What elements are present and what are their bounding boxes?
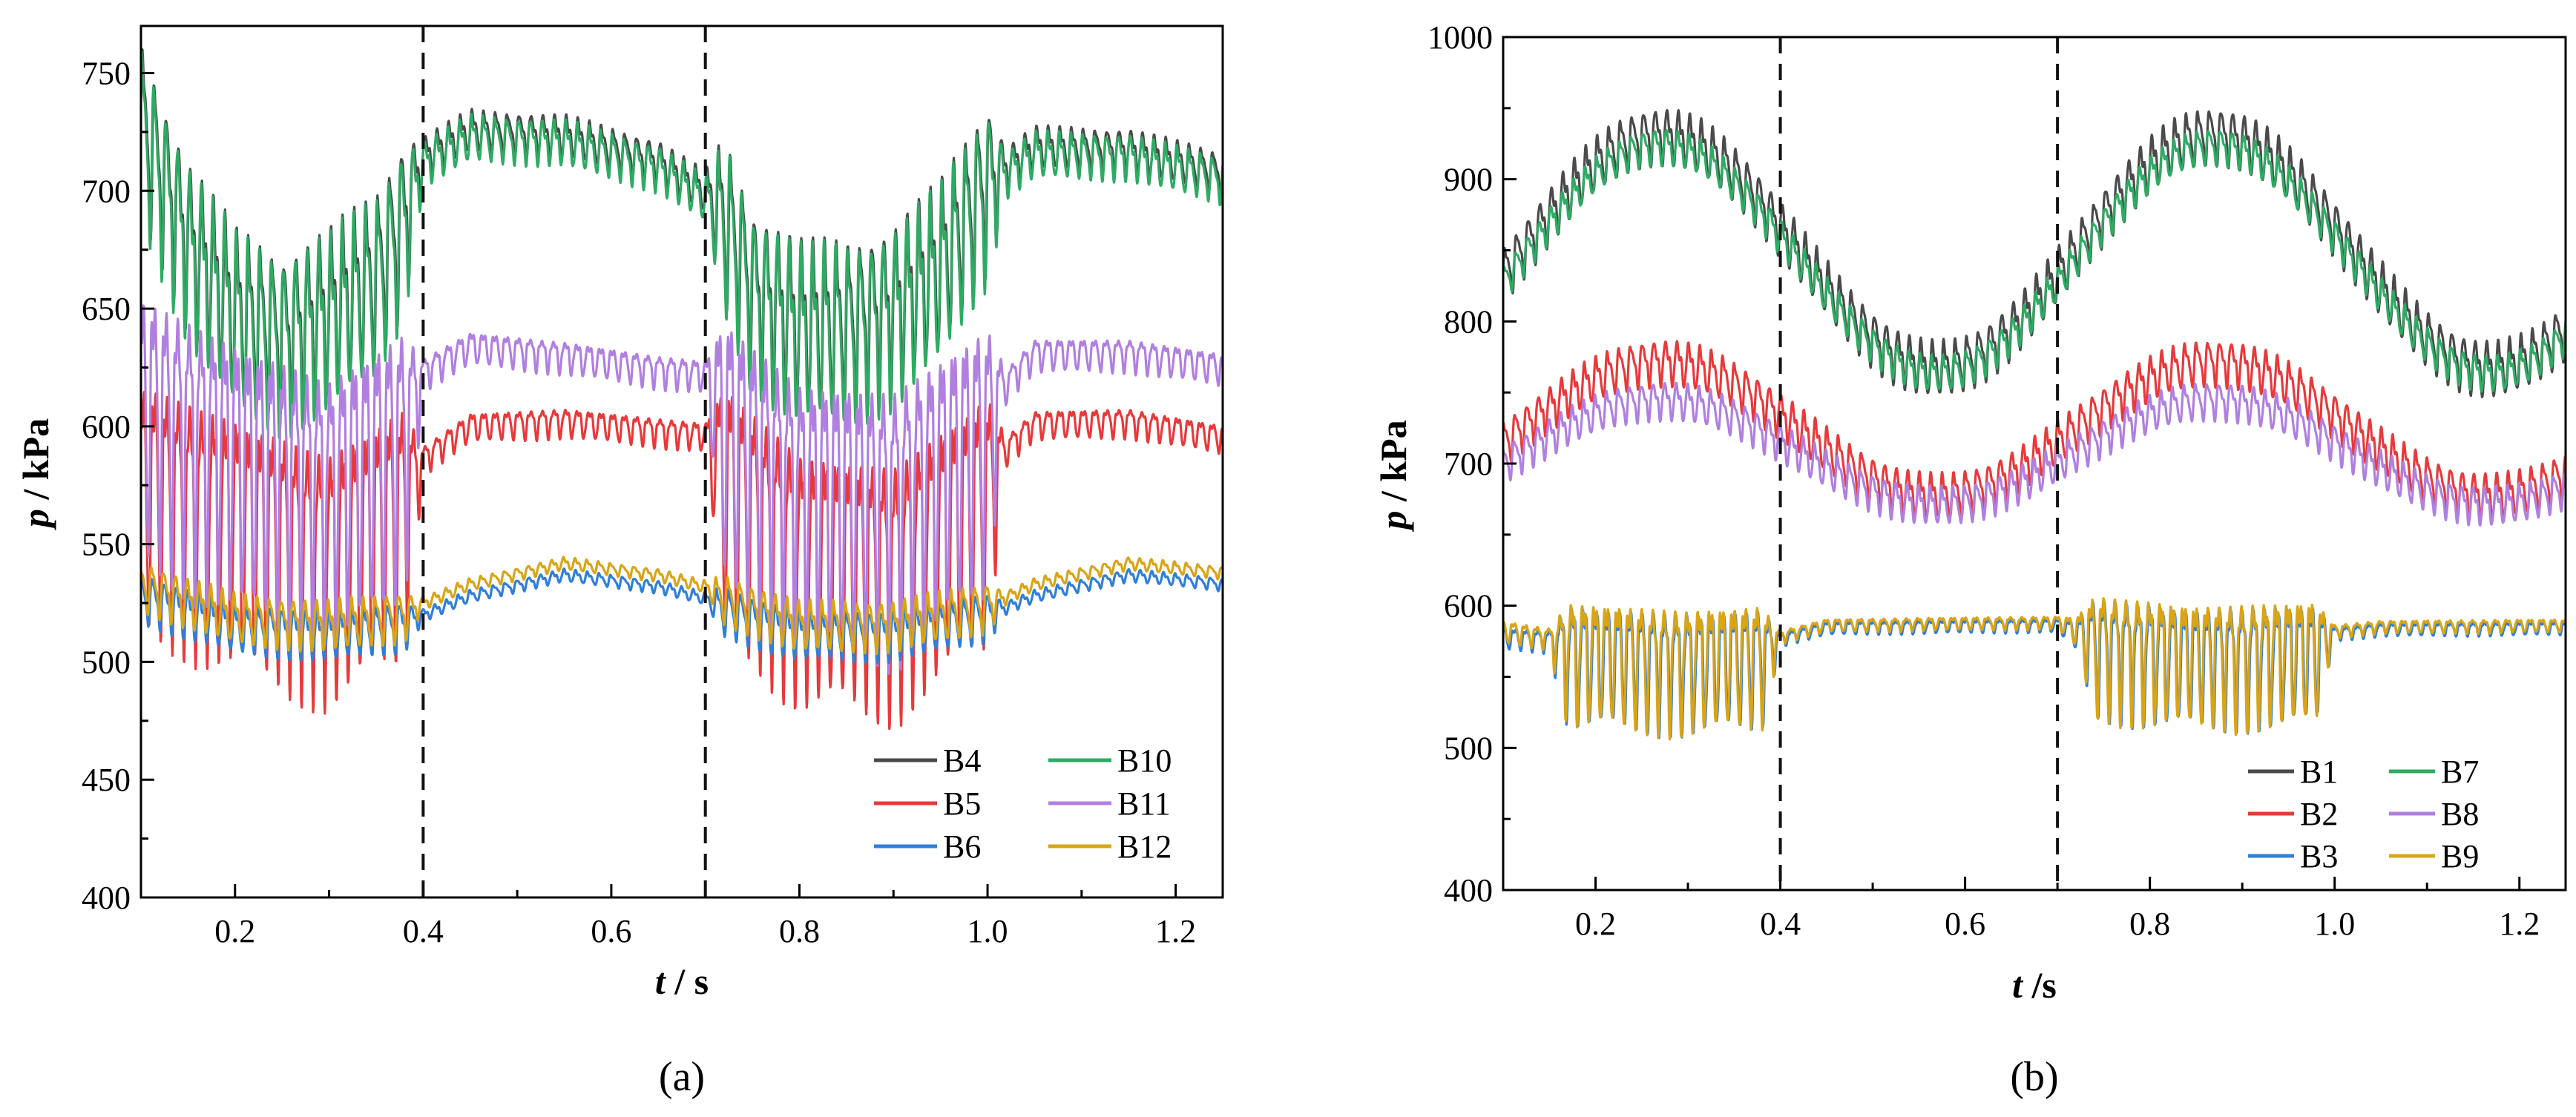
- panel-b-vlines: [1778, 37, 2060, 890]
- x-tick-label: 0.2: [214, 913, 255, 949]
- x-tick-label: 1.0: [2314, 906, 2355, 942]
- y-tick-label: 550: [82, 527, 131, 563]
- panel-b: 0.2 0.4 0.6 0.8 1.0 1.2 400 500 600 700 800 900 1000…: [1373, 19, 2567, 1100]
- x-tick-label: 1.2: [1155, 913, 1196, 949]
- panel-a-label: (a): [659, 1054, 705, 1100]
- y-tick-label: 400: [82, 880, 131, 916]
- y-tick-label: 600: [82, 409, 131, 445]
- panel-a-series: [141, 48, 1223, 731]
- series-line-b11: [141, 304, 1223, 675]
- y-tick-label: 650: [82, 291, 131, 327]
- x-tick-label: 0.4: [1760, 906, 1801, 942]
- panel-a: 0.2 0.4 0.6 0.8 1.0 1.2 400 450 500 550 600 650 700 7…: [15, 24, 1224, 1100]
- legend-label-b5: B5: [943, 785, 981, 822]
- legend-label-b1: B1: [2300, 754, 2338, 790]
- legend-label-b11: B11: [1117, 785, 1171, 822]
- series-line-b12: [141, 556, 1223, 656]
- panel-a-legend: B4 B10 B5 B11 B6 B12: [874, 742, 1172, 865]
- x-tick-label: 0.8: [2129, 906, 2170, 942]
- legend-label-b12: B12: [1117, 828, 1172, 865]
- panel-b-x-axis-label: t /s: [2012, 964, 2057, 1006]
- series-line-b9: [1503, 597, 2566, 741]
- y-tick-label: 700: [1444, 446, 1493, 482]
- y-tick-label: 750: [82, 56, 131, 92]
- panel-b-y-axis-label: p / kPa: [1373, 420, 1414, 532]
- x-tick-label: 0.6: [1945, 906, 1985, 942]
- y-tick-label: 800: [1444, 303, 1493, 340]
- panel-b-legend: B1 B7 B2 B8 B3 B9: [2248, 754, 2479, 874]
- x-tick-label: 1.2: [2499, 906, 2540, 942]
- y-tick-label: 700: [82, 173, 131, 209]
- panel-b-series: [1503, 109, 2566, 741]
- x-tick-label: 1.0: [967, 913, 1008, 949]
- panel-a-vlines: [421, 26, 707, 897]
- panel-b-frame: [1502, 36, 2567, 892]
- y-tick-label: 400: [1444, 872, 1493, 909]
- y-tick-label: 500: [82, 644, 131, 680]
- y-tick-label: 500: [1444, 730, 1493, 766]
- panel-a-frame: [139, 24, 1224, 899]
- panel-b-label: (b): [2010, 1054, 2058, 1100]
- series-line-b7: [1503, 128, 2566, 393]
- legend-label-b4: B4: [943, 742, 981, 779]
- legend-label-b3: B3: [2300, 838, 2338, 874]
- y-tick-label: 900: [1444, 162, 1493, 198]
- y-tick-label: 600: [1444, 588, 1493, 625]
- x-tick-label: 0.4: [403, 913, 444, 949]
- y-tick-label: 1000: [1427, 19, 1493, 56]
- legend-label-b6: B6: [943, 828, 981, 865]
- y-tick-label: 450: [82, 762, 131, 798]
- panel-b-ticks: 0.2 0.4 0.6 0.8 1.0 1.2 400 500 600 700 800 900 1000: [1427, 19, 2540, 942]
- legend-label-b7: B7: [2441, 754, 2479, 790]
- legend-label-b9: B9: [2441, 838, 2479, 874]
- x-tick-label: 0.8: [779, 913, 820, 949]
- series-line-b5: [141, 390, 1223, 731]
- legend-label-b8: B8: [2441, 796, 2479, 832]
- series-line-b8: [1503, 381, 2566, 527]
- panel-a-x-axis-label: t / s: [655, 961, 709, 1002]
- legend-label-b10: B10: [1117, 742, 1172, 779]
- series-line-b10: [141, 50, 1223, 439]
- x-tick-label: 0.6: [591, 913, 631, 949]
- series-line-b2: [1503, 340, 2566, 521]
- legend-label-b2: B2: [2300, 796, 2338, 832]
- panel-a-y-axis-label: p / kPa: [15, 418, 56, 530]
- x-tick-label: 0.2: [1575, 906, 1616, 942]
- panel-a-ticks: 0.2 0.4 0.6 0.8 1.0 1.2 400 450 500 550 600 650 700 7…: [82, 56, 1196, 949]
